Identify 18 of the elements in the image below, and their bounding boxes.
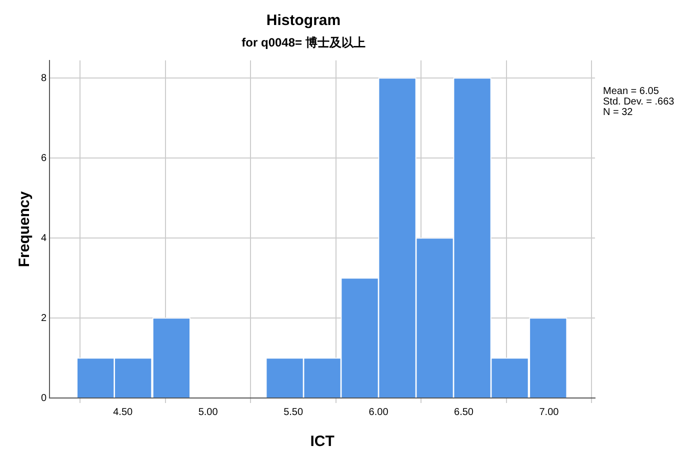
y-tick-label: 6	[41, 152, 47, 164]
x-axis-title: ICT	[310, 433, 334, 450]
chart-title: Histogram	[266, 12, 341, 30]
text: Std. Dev. = .663	[603, 96, 675, 108]
y-tick-label: 8	[41, 72, 47, 84]
chart-subtitle: for q0048= 博士及以上	[242, 36, 366, 50]
x-tick-label: 6.00	[368, 406, 389, 418]
text: N = 32	[603, 107, 634, 118]
y-tick-label: 4	[41, 232, 47, 244]
x-tick-label: 7.00	[539, 406, 560, 418]
x-tick-label: 6.50	[454, 406, 474, 418]
x-tick-label: 4.50	[113, 406, 134, 418]
y-tick-label: 2	[41, 312, 47, 324]
y-tick-label: 0	[41, 392, 47, 404]
y-axis-title: Frequency	[16, 190, 34, 268]
x-tick-label: 5.50	[284, 406, 304, 418]
x-tick-label: 5.00	[198, 406, 218, 418]
text: Mean = 6.05	[603, 86, 660, 98]
